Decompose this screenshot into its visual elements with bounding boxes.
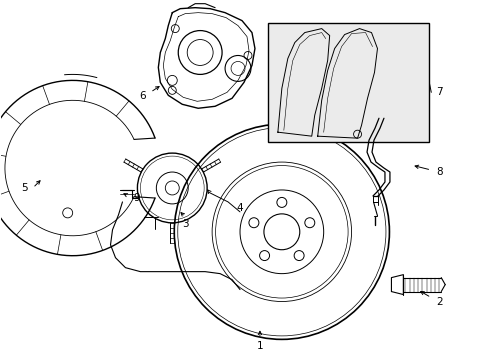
Text: 4: 4 [236, 203, 243, 213]
Text: 1: 1 [256, 341, 263, 351]
Text: 3: 3 [182, 219, 188, 229]
Text: 5: 5 [21, 183, 28, 193]
Text: 7: 7 [435, 87, 442, 97]
Text: 8: 8 [435, 167, 442, 177]
Text: 2: 2 [435, 297, 442, 306]
Text: 9: 9 [133, 193, 140, 203]
Text: 6: 6 [139, 91, 145, 101]
Bar [267, 23, 428, 142]
